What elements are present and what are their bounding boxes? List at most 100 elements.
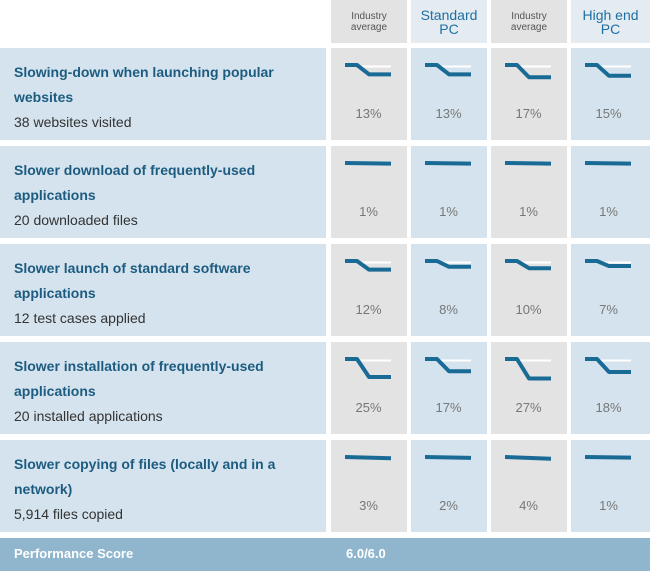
slowdown-trend-icon bbox=[344, 455, 392, 461]
metric-cell: 3% bbox=[331, 440, 407, 532]
row-title-cont: applications bbox=[14, 187, 96, 203]
slowdown-percent: 13% bbox=[435, 106, 462, 121]
metric-cell: 18% bbox=[571, 342, 650, 434]
metric-cell: 10% bbox=[491, 244, 567, 336]
metric-cell: 17% bbox=[411, 342, 487, 434]
table-row: Slower installation of frequently-used ap… bbox=[0, 342, 650, 434]
slowdown-trend-icon bbox=[424, 455, 472, 460]
row-subtitle: 20 installed applications bbox=[14, 408, 163, 424]
header-label: average bbox=[510, 21, 548, 33]
row-label-cell: Slower installation of frequently-used ap… bbox=[0, 342, 326, 434]
row-label-cell: Slower copying of files (locally and in … bbox=[0, 440, 326, 532]
slowdown-percent: 18% bbox=[595, 400, 622, 415]
header-label: average bbox=[350, 21, 388, 33]
metric-cell: 2% bbox=[411, 440, 487, 532]
metric-cell: 4% bbox=[491, 440, 567, 532]
metric-cell: 27% bbox=[491, 342, 567, 434]
table-row: Slowing-down when launching popular websi… bbox=[0, 48, 650, 140]
header-industry-average-2: Industry average bbox=[491, 0, 567, 43]
slowdown-trend-icon bbox=[344, 161, 392, 166]
slowdown-percent: 12% bbox=[355, 302, 382, 317]
row-title: Slowing-down when launching popular bbox=[14, 64, 274, 80]
slowdown-trend-icon bbox=[504, 455, 552, 461]
slowdown-percent: 1% bbox=[519, 204, 538, 219]
slowdown-percent: 27% bbox=[515, 400, 542, 415]
metric-cell: 1% bbox=[571, 146, 650, 238]
row-subtitle: 12 test cases applied bbox=[14, 310, 146, 326]
metric-cell: 1% bbox=[411, 146, 487, 238]
metric-cell: 15% bbox=[571, 48, 650, 140]
slowdown-trend-icon bbox=[505, 259, 551, 271]
performance-score-value: 6.0/6.0 bbox=[346, 546, 386, 561]
slowdown-percent: 2% bbox=[439, 498, 458, 513]
slowdown-percent: 4% bbox=[519, 498, 538, 513]
header-label: Industry bbox=[511, 10, 547, 22]
row-subtitle: 38 websites visited bbox=[14, 114, 132, 130]
row-title: Slower installation of frequently-used bbox=[14, 358, 264, 374]
row-title-cont: websites bbox=[14, 89, 74, 105]
slowdown-trend-icon bbox=[425, 63, 471, 77]
row-title-cont: applications bbox=[14, 285, 96, 301]
table-row: Slower download of frequently-used applic… bbox=[0, 146, 650, 238]
metric-cell: 8% bbox=[411, 244, 487, 336]
slowdown-trend-icon bbox=[585, 259, 631, 269]
table-row: Slower copying of files (locally and in … bbox=[0, 440, 650, 532]
slowdown-trend-icon bbox=[505, 357, 551, 381]
slowdown-trend-icon bbox=[584, 161, 632, 166]
slowdown-percent: 1% bbox=[599, 204, 618, 219]
slowdown-percent: 17% bbox=[515, 106, 542, 121]
slowdown-percent: 13% bbox=[355, 106, 382, 121]
metric-cell: 1% bbox=[491, 146, 567, 238]
slowdown-percent: 1% bbox=[359, 204, 378, 219]
slowdown-percent: 3% bbox=[359, 498, 378, 513]
row-title: Slower launch of standard software bbox=[14, 260, 251, 276]
header-label: High end bbox=[582, 6, 639, 23]
header-label: PC bbox=[600, 20, 621, 37]
row-subtitle: 20 downloaded files bbox=[14, 212, 138, 228]
header-high-end-pc: High end PC bbox=[571, 0, 650, 43]
header-standard-pc: Standard PC bbox=[411, 0, 487, 43]
metric-cell: 25% bbox=[331, 342, 407, 434]
slowdown-trend-icon bbox=[424, 161, 472, 166]
slowdown-percent: 8% bbox=[439, 302, 458, 317]
slowdown-percent: 1% bbox=[439, 204, 458, 219]
slowdown-trend-icon bbox=[585, 63, 631, 78]
slowdown-trend-icon bbox=[345, 259, 391, 272]
performance-score-bar: Performance Score 6.0/6.0 bbox=[0, 538, 650, 571]
slowdown-percent: 7% bbox=[599, 302, 618, 317]
row-title-cont: applications bbox=[14, 383, 96, 399]
slowdown-trend-icon bbox=[504, 161, 552, 166]
slowdown-trend-icon bbox=[585, 357, 631, 374]
metric-cell: 1% bbox=[571, 440, 650, 532]
row-title-cont: network) bbox=[14, 481, 73, 497]
slowdown-trend-icon bbox=[425, 357, 471, 374]
header-label: Industry bbox=[351, 10, 387, 22]
table-row: Slower launch of standard software applic… bbox=[0, 244, 650, 336]
slowdown-trend-icon bbox=[505, 63, 551, 80]
slowdown-trend-icon bbox=[345, 357, 391, 379]
metric-cell: 7% bbox=[571, 244, 650, 336]
slowdown-percent: 15% bbox=[595, 106, 622, 121]
slowdown-percent: 25% bbox=[355, 400, 382, 415]
row-title: Slower copying of files (locally and in … bbox=[14, 456, 276, 472]
row-title: Slower download of frequently-used bbox=[14, 162, 256, 178]
header-label: PC bbox=[439, 20, 459, 37]
metric-cell: 13% bbox=[411, 48, 487, 140]
row-subtitle: 5,914 files copied bbox=[14, 506, 123, 522]
metric-cell: 12% bbox=[331, 244, 407, 336]
row-label-cell: Slowing-down when launching popular websi… bbox=[0, 48, 326, 140]
slowdown-trend-icon bbox=[584, 455, 632, 460]
slowdown-trend-icon bbox=[425, 259, 471, 269]
metric-cell: 1% bbox=[331, 146, 407, 238]
metric-cell: 17% bbox=[491, 48, 567, 140]
row-label-cell: Slower launch of standard software applic… bbox=[0, 244, 326, 336]
slowdown-percent: 17% bbox=[435, 400, 462, 415]
header-label: Standard bbox=[420, 6, 478, 23]
slowdown-trend-icon bbox=[345, 63, 391, 77]
metric-cell: 13% bbox=[331, 48, 407, 140]
header-industry-average-1: Industry average bbox=[331, 0, 407, 43]
performance-score-label: Performance Score bbox=[14, 546, 134, 561]
slowdown-percent: 1% bbox=[599, 498, 618, 513]
slowdown-percent: 10% bbox=[515, 302, 542, 317]
